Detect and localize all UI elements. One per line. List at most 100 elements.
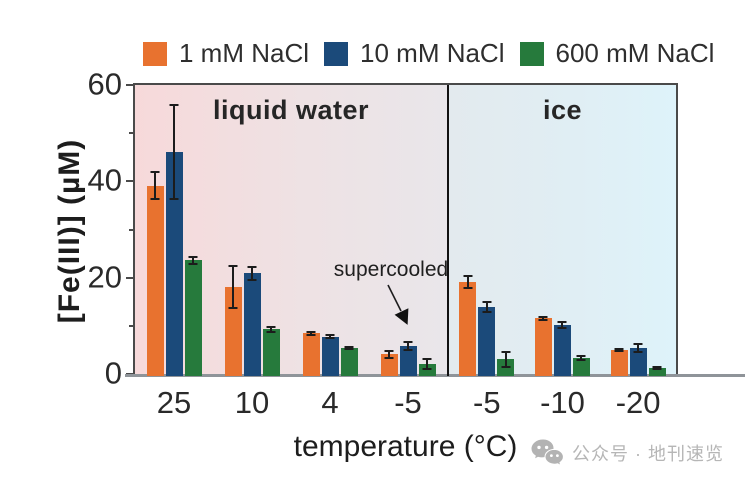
bar-groups-liquid: 25 10 4 -5 <box>135 85 447 420</box>
error-bar-cap <box>188 255 198 258</box>
legend-item-600mm: 600 mM NaCl <box>519 38 715 69</box>
x-axis-tick-label: -20 <box>615 385 661 420</box>
legend-item-1mm: 1 mM NaCl <box>143 38 309 69</box>
region-liquid-water: liquid water 25 10 4 -5 <box>135 85 447 420</box>
region-title-ice: ice <box>542 95 583 125</box>
y-axis-tick <box>126 84 135 86</box>
error-bar <box>251 266 253 281</box>
x-axis-title: temperature (°C) <box>293 430 518 463</box>
error-bar-cap <box>247 266 257 269</box>
y-axis-tick-label: 60 <box>87 66 122 102</box>
bar-series-1 <box>399 341 417 376</box>
error-bar-cap <box>188 263 198 266</box>
plot-area: liquid water 25 10 4 -5 ice -5 -10 -20 0 20 40 6… <box>88 66 678 420</box>
error-bar-cap <box>422 358 432 361</box>
bar-groups-ice: -5 -10 -20 <box>449 85 676 420</box>
error-bar-cap <box>228 265 238 268</box>
bar-series-2 <box>184 255 202 376</box>
error-bar <box>270 325 272 333</box>
error-bar-cap <box>614 350 624 353</box>
bar-series-0 <box>610 347 628 376</box>
error-bar <box>637 343 640 353</box>
error-bar <box>426 358 428 370</box>
y-axis-tick <box>129 324 135 327</box>
legend-label: 10 mM NaCl <box>360 38 505 68</box>
error-bar-cap <box>614 347 624 350</box>
error-bar-cap <box>482 311 492 314</box>
legend-swatch-green <box>519 41 544 66</box>
legend-label: 600 mM NaCl <box>555 38 715 68</box>
region-title-liquid-water: liquid water <box>212 95 370 125</box>
y-axis-title: [Fe(III)] (µM) <box>53 138 86 324</box>
bar-series-1 <box>321 333 339 376</box>
bar-series-1 <box>553 321 571 376</box>
y-axis-tick-label: 0 <box>104 355 122 391</box>
error-bar-cap <box>384 357 394 360</box>
error-bar-cap <box>633 343 643 346</box>
error-bar-cap <box>538 318 548 321</box>
error-bar-cap <box>576 354 586 357</box>
bar-series-2 <box>572 354 590 376</box>
error-bar-cap <box>344 348 354 351</box>
y-axis-tick <box>129 132 135 135</box>
error-bar <box>542 315 545 321</box>
bar-series-2 <box>340 346 358 376</box>
annotation-arrow-icon <box>387 284 409 325</box>
bar-series-2 <box>418 358 436 376</box>
error-bar-cap <box>247 278 257 281</box>
error-bar <box>173 103 175 201</box>
bar-series-0 <box>224 265 242 376</box>
bar-group: 25 <box>146 103 202 420</box>
error-bar-cap <box>633 350 643 353</box>
error-bar-cap <box>576 358 586 361</box>
error-bar-cap <box>306 330 316 333</box>
bar-series-0 <box>459 274 477 376</box>
annotation-supercooled: supercooled <box>333 258 449 281</box>
error-bar-cap <box>403 348 413 351</box>
y-axis-tick-label: 20 <box>87 258 122 294</box>
error-bar-cap <box>228 306 238 309</box>
error-bar-cap <box>384 349 394 352</box>
wechat-icon <box>530 438 564 467</box>
bar-series-0 <box>302 330 320 376</box>
bar-series-0 <box>380 349 398 376</box>
legend-swatch-blue <box>324 41 349 66</box>
x-axis-tick-label: 4 <box>321 385 339 420</box>
error-bar-cap <box>652 367 662 370</box>
y-axis-tick-label: 40 <box>87 162 122 198</box>
bar-series-1 <box>478 300 496 376</box>
error-bar <box>388 349 390 360</box>
region-ice: ice -5 -10 -20 <box>449 85 676 420</box>
error-bar-cap <box>482 300 492 303</box>
error-bar-cap <box>169 103 179 106</box>
legend-item-10mm: 10 mM NaCl <box>324 38 505 69</box>
bar-series-2 <box>262 325 280 376</box>
y-axis-tick <box>126 180 135 183</box>
x-axis-tick-label: 25 <box>156 385 192 420</box>
error-bar <box>154 171 156 201</box>
bar-series-2 <box>497 350 515 376</box>
bar-series-2 <box>648 365 666 376</box>
error-bar-cap <box>150 171 160 174</box>
bar-group: -5 <box>459 274 515 420</box>
y-axis-tick <box>129 228 135 231</box>
error-bar-cap <box>652 365 662 368</box>
error-bar <box>407 341 409 351</box>
error-bar-cap <box>557 321 567 324</box>
error-bar-cap <box>169 198 179 201</box>
error-bar-cap <box>266 325 276 328</box>
error-bar-cap <box>325 337 335 340</box>
error-bar-cap <box>557 326 567 329</box>
error-bar-cap <box>501 350 511 353</box>
error-bar-cap <box>463 274 473 277</box>
error-bar <box>232 265 234 309</box>
watermark: 公众号 · 地刊速览 <box>530 438 724 468</box>
error-bar-cap <box>306 333 316 336</box>
phase-divider-line <box>447 85 449 376</box>
error-bar <box>485 300 488 314</box>
x-axis-tick-label: -5 <box>473 385 501 420</box>
error-bar <box>192 255 194 266</box>
bar-group: 4 <box>302 330 358 420</box>
error-bar <box>466 274 469 290</box>
